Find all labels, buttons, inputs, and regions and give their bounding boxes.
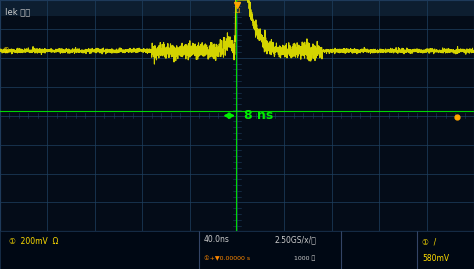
Text: ①  200mV  Ω: ① 200mV Ω [9,237,59,246]
Text: ①  /: ① / [422,237,436,246]
Bar [0,0,474,14]
Text: 1000 点: 1000 点 [294,256,315,261]
Text: Iek 停止: Iek 停止 [5,7,30,16]
Text: ①: ① [2,46,9,55]
Text: 580mV: 580mV [422,254,449,263]
Text: 8 ns: 8 ns [244,109,273,122]
Bar [0,0,474,16]
Text: ①+▼0.00000 s: ①+▼0.00000 s [204,256,250,261]
Text: u: u [234,6,240,15]
Text: 40.0ns: 40.0ns [204,235,230,244]
Text: 2.50GS/x/秒: 2.50GS/x/秒 [275,235,317,244]
